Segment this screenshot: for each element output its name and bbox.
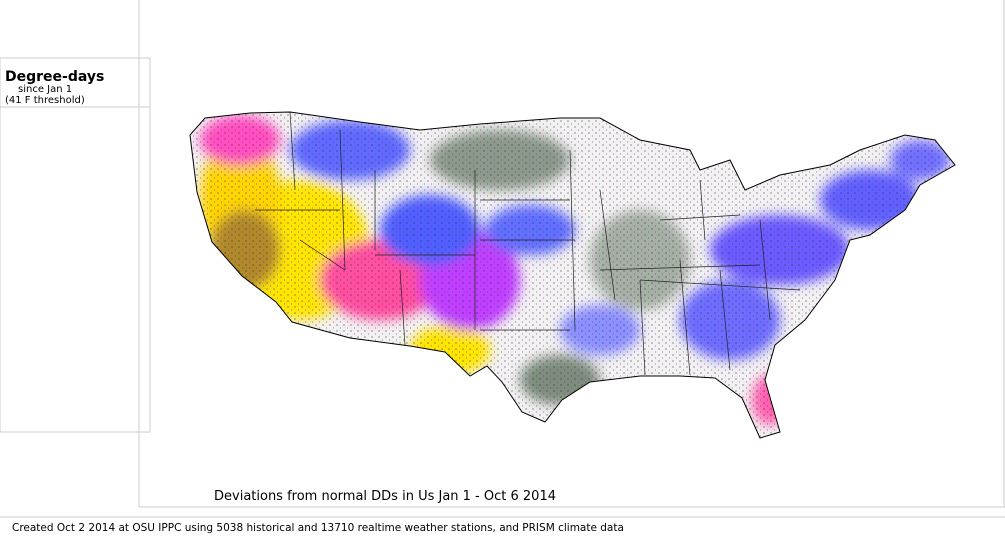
deviation-map [190, 112, 955, 438]
frame [0, 0, 1005, 518]
legend-title: Degree-days [5, 69, 104, 85]
station-dots [190, 112, 955, 438]
legend-threshold: (41 F threshold) [5, 95, 85, 106]
legend-subtitle: since Jan 1 [18, 84, 72, 95]
legend-box [0, 57, 151, 433]
state-lines [255, 112, 801, 376]
footer-credit: Created Oct 2 2014 at OSU IPPC using 503… [12, 522, 624, 534]
map-title: Deviations from normal DDs in Us Jan 1 -… [214, 489, 556, 504]
